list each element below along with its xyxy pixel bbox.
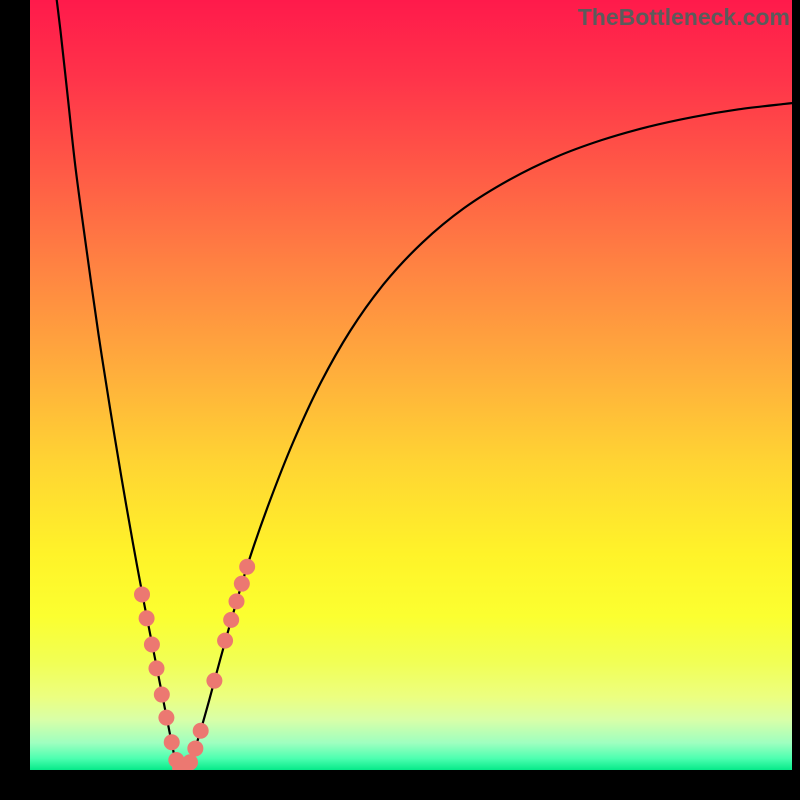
data-marker [193, 723, 209, 739]
data-marker [217, 633, 233, 649]
data-marker [206, 673, 222, 689]
watermark-text: TheBottleneck.com [578, 4, 790, 31]
data-marker [144, 636, 160, 652]
data-marker [134, 586, 150, 602]
data-marker [187, 740, 203, 756]
data-marker [239, 559, 255, 575]
data-marker [139, 610, 155, 626]
data-marker [229, 593, 245, 609]
data-marker [164, 734, 180, 750]
data-marker [148, 660, 164, 676]
gradient-background [30, 0, 792, 770]
data-marker [234, 576, 250, 592]
data-marker [154, 687, 170, 703]
data-marker [182, 754, 198, 770]
data-marker [223, 612, 239, 628]
data-marker [158, 710, 174, 726]
plot-area [30, 0, 792, 770]
chart-svg [30, 0, 792, 770]
